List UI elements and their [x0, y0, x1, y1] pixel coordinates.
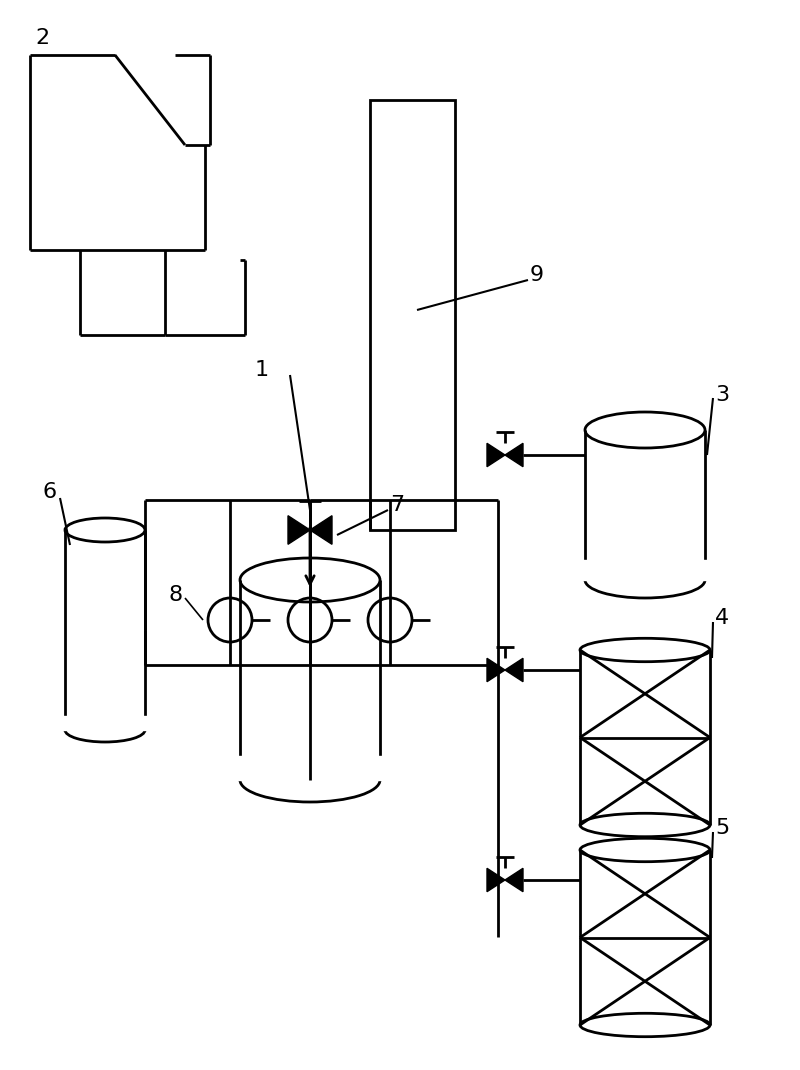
- Polygon shape: [505, 868, 523, 891]
- Polygon shape: [487, 443, 505, 467]
- Polygon shape: [487, 658, 505, 682]
- Text: 9: 9: [530, 265, 544, 285]
- Bar: [370, 100, 455, 530]
- Text: 3: 3: [715, 385, 729, 406]
- Text: 8: 8: [168, 585, 182, 605]
- Text: 4: 4: [715, 608, 729, 628]
- Bar: [63, 716, 147, 730]
- Bar: [583, 560, 707, 580]
- Polygon shape: [288, 516, 310, 545]
- Bar: [238, 756, 382, 780]
- Polygon shape: [487, 868, 505, 891]
- Text: 5: 5: [715, 817, 730, 838]
- Text: 1: 1: [255, 360, 269, 380]
- Polygon shape: [505, 443, 523, 467]
- Text: 2: 2: [35, 28, 49, 48]
- Text: 6: 6: [42, 482, 56, 502]
- Text: 7: 7: [390, 495, 404, 515]
- Polygon shape: [310, 516, 332, 545]
- Polygon shape: [505, 658, 523, 682]
